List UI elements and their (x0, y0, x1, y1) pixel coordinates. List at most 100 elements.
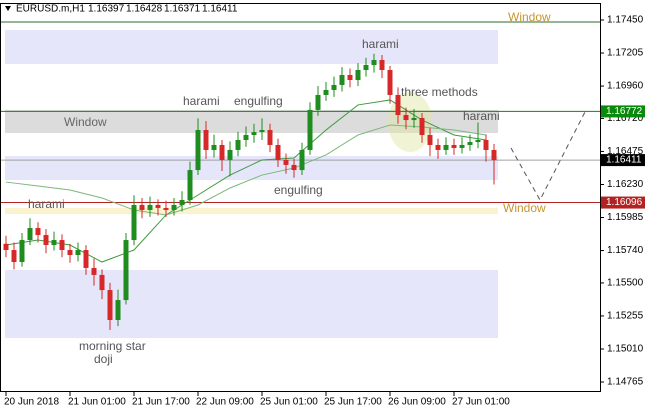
candle-body (283, 159, 289, 165)
candle-body (203, 130, 209, 150)
candle-body (211, 144, 217, 150)
candle-body (171, 204, 177, 210)
annotation: harami (463, 109, 500, 123)
candle-body (99, 274, 105, 291)
price-label: 1.16772 (606, 106, 643, 117)
candle-body (347, 75, 353, 80)
plot-border (0, 3, 601, 392)
zone (5, 269, 498, 339)
candle-body (275, 144, 281, 160)
menu-arrow (5, 6, 11, 11)
candle-body (299, 149, 305, 171)
plot (0, 21, 600, 330)
candle-body (315, 94, 321, 110)
candle-body (411, 118, 417, 121)
candle-body (67, 250, 73, 256)
candle-body (51, 240, 57, 246)
header-close: 1.16411 (202, 4, 238, 15)
x-tick-label: 22 Jun 09:00 (196, 397, 254, 408)
x-tick-label: 20 Jun 2018 (4, 397, 59, 408)
projection (510, 111, 586, 202)
candle-body (267, 130, 273, 145)
candle-body (59, 240, 65, 251)
candle-body (259, 130, 265, 133)
header-high: 1.16428 (126, 4, 163, 15)
candle-body (491, 149, 497, 161)
candle-body (451, 144, 457, 148)
candle-body (123, 240, 129, 301)
x-tick-label: 27 Jun 01:00 (452, 397, 510, 408)
y-tick-label: 1.15010 (607, 344, 644, 355)
candle-body (379, 60, 385, 71)
price-label-box (601, 154, 645, 167)
candle-body (43, 235, 49, 246)
y-tick-label: 1.16230 (607, 179, 644, 190)
candle-body (371, 60, 377, 66)
symbol: EURUSD.m,H1 (16, 4, 85, 15)
candle-body (243, 135, 249, 140)
y-tick-label: 1.15740 (607, 245, 644, 256)
y-tick-label: 1.16720 (607, 113, 644, 124)
annotation: harami (362, 37, 399, 51)
annotation: harami (28, 197, 65, 211)
annotation: morning star (79, 339, 146, 353)
price-label-box (601, 196, 645, 209)
candle-body (75, 250, 81, 256)
x-tick-label: 26 Jun 09:00 (388, 397, 446, 408)
annotation: doji (94, 352, 113, 366)
zone (5, 29, 498, 64)
candle-body (363, 65, 369, 71)
price-label: 1.16411 (606, 155, 642, 166)
candle-body (467, 142, 473, 145)
header-low: 1.16371 (164, 4, 201, 15)
candle-body (235, 139, 241, 150)
candle-body (155, 204, 161, 208)
annotation: three methods (401, 85, 478, 99)
candle-body (475, 139, 481, 143)
zones (5, 29, 498, 339)
candle-body (35, 228, 41, 236)
candle-body (27, 228, 33, 241)
candle-body (163, 207, 169, 210)
candle-body (459, 144, 465, 148)
header-open: 1.16397 (88, 4, 125, 15)
annotation: Window (508, 10, 551, 24)
x-tick-label: 25 Jun 01:00 (260, 397, 318, 408)
annotation: engulfing (234, 94, 283, 108)
y-tick-label: 1.17205 (607, 48, 644, 59)
x-tick-label: 21 Jun 01:00 (68, 397, 126, 408)
candle-body (83, 250, 89, 268)
zone (5, 109, 498, 133)
candle-body (115, 300, 121, 320)
candle-body (483, 139, 489, 150)
candle-body (387, 70, 393, 95)
annotation: Window (503, 201, 546, 215)
candle-body (139, 204, 145, 210)
candle-body (395, 94, 401, 116)
candle-body (195, 130, 201, 171)
candle-body (339, 75, 345, 85)
candle-body (147, 204, 153, 210)
candle-body (91, 267, 97, 275)
candle-body (187, 170, 193, 200)
candle-body (331, 84, 337, 90)
y-tick-label: 1.15985 (607, 212, 644, 223)
x-tick-label: 25 Jun 17:00 (324, 397, 382, 408)
price-label-box (601, 105, 645, 118)
annotation: Window (64, 115, 107, 129)
candle-body (307, 109, 313, 150)
x-tick-label: 21 Jun 17:00 (132, 397, 190, 408)
y-tick-label: 1.15255 (607, 311, 644, 322)
y-tick-label: 1.15500 (607, 278, 644, 289)
candle-body (227, 149, 233, 160)
candle-body (179, 199, 185, 205)
candle-body (3, 243, 9, 251)
candle-body (419, 118, 425, 136)
y-tick-label: 1.17450 (607, 15, 644, 26)
candle-body (251, 132, 257, 136)
y-tick-label: 1.14765 (607, 377, 644, 388)
zone (5, 207, 498, 215)
candle-body (323, 89, 329, 95)
candle-body (219, 144, 225, 160)
